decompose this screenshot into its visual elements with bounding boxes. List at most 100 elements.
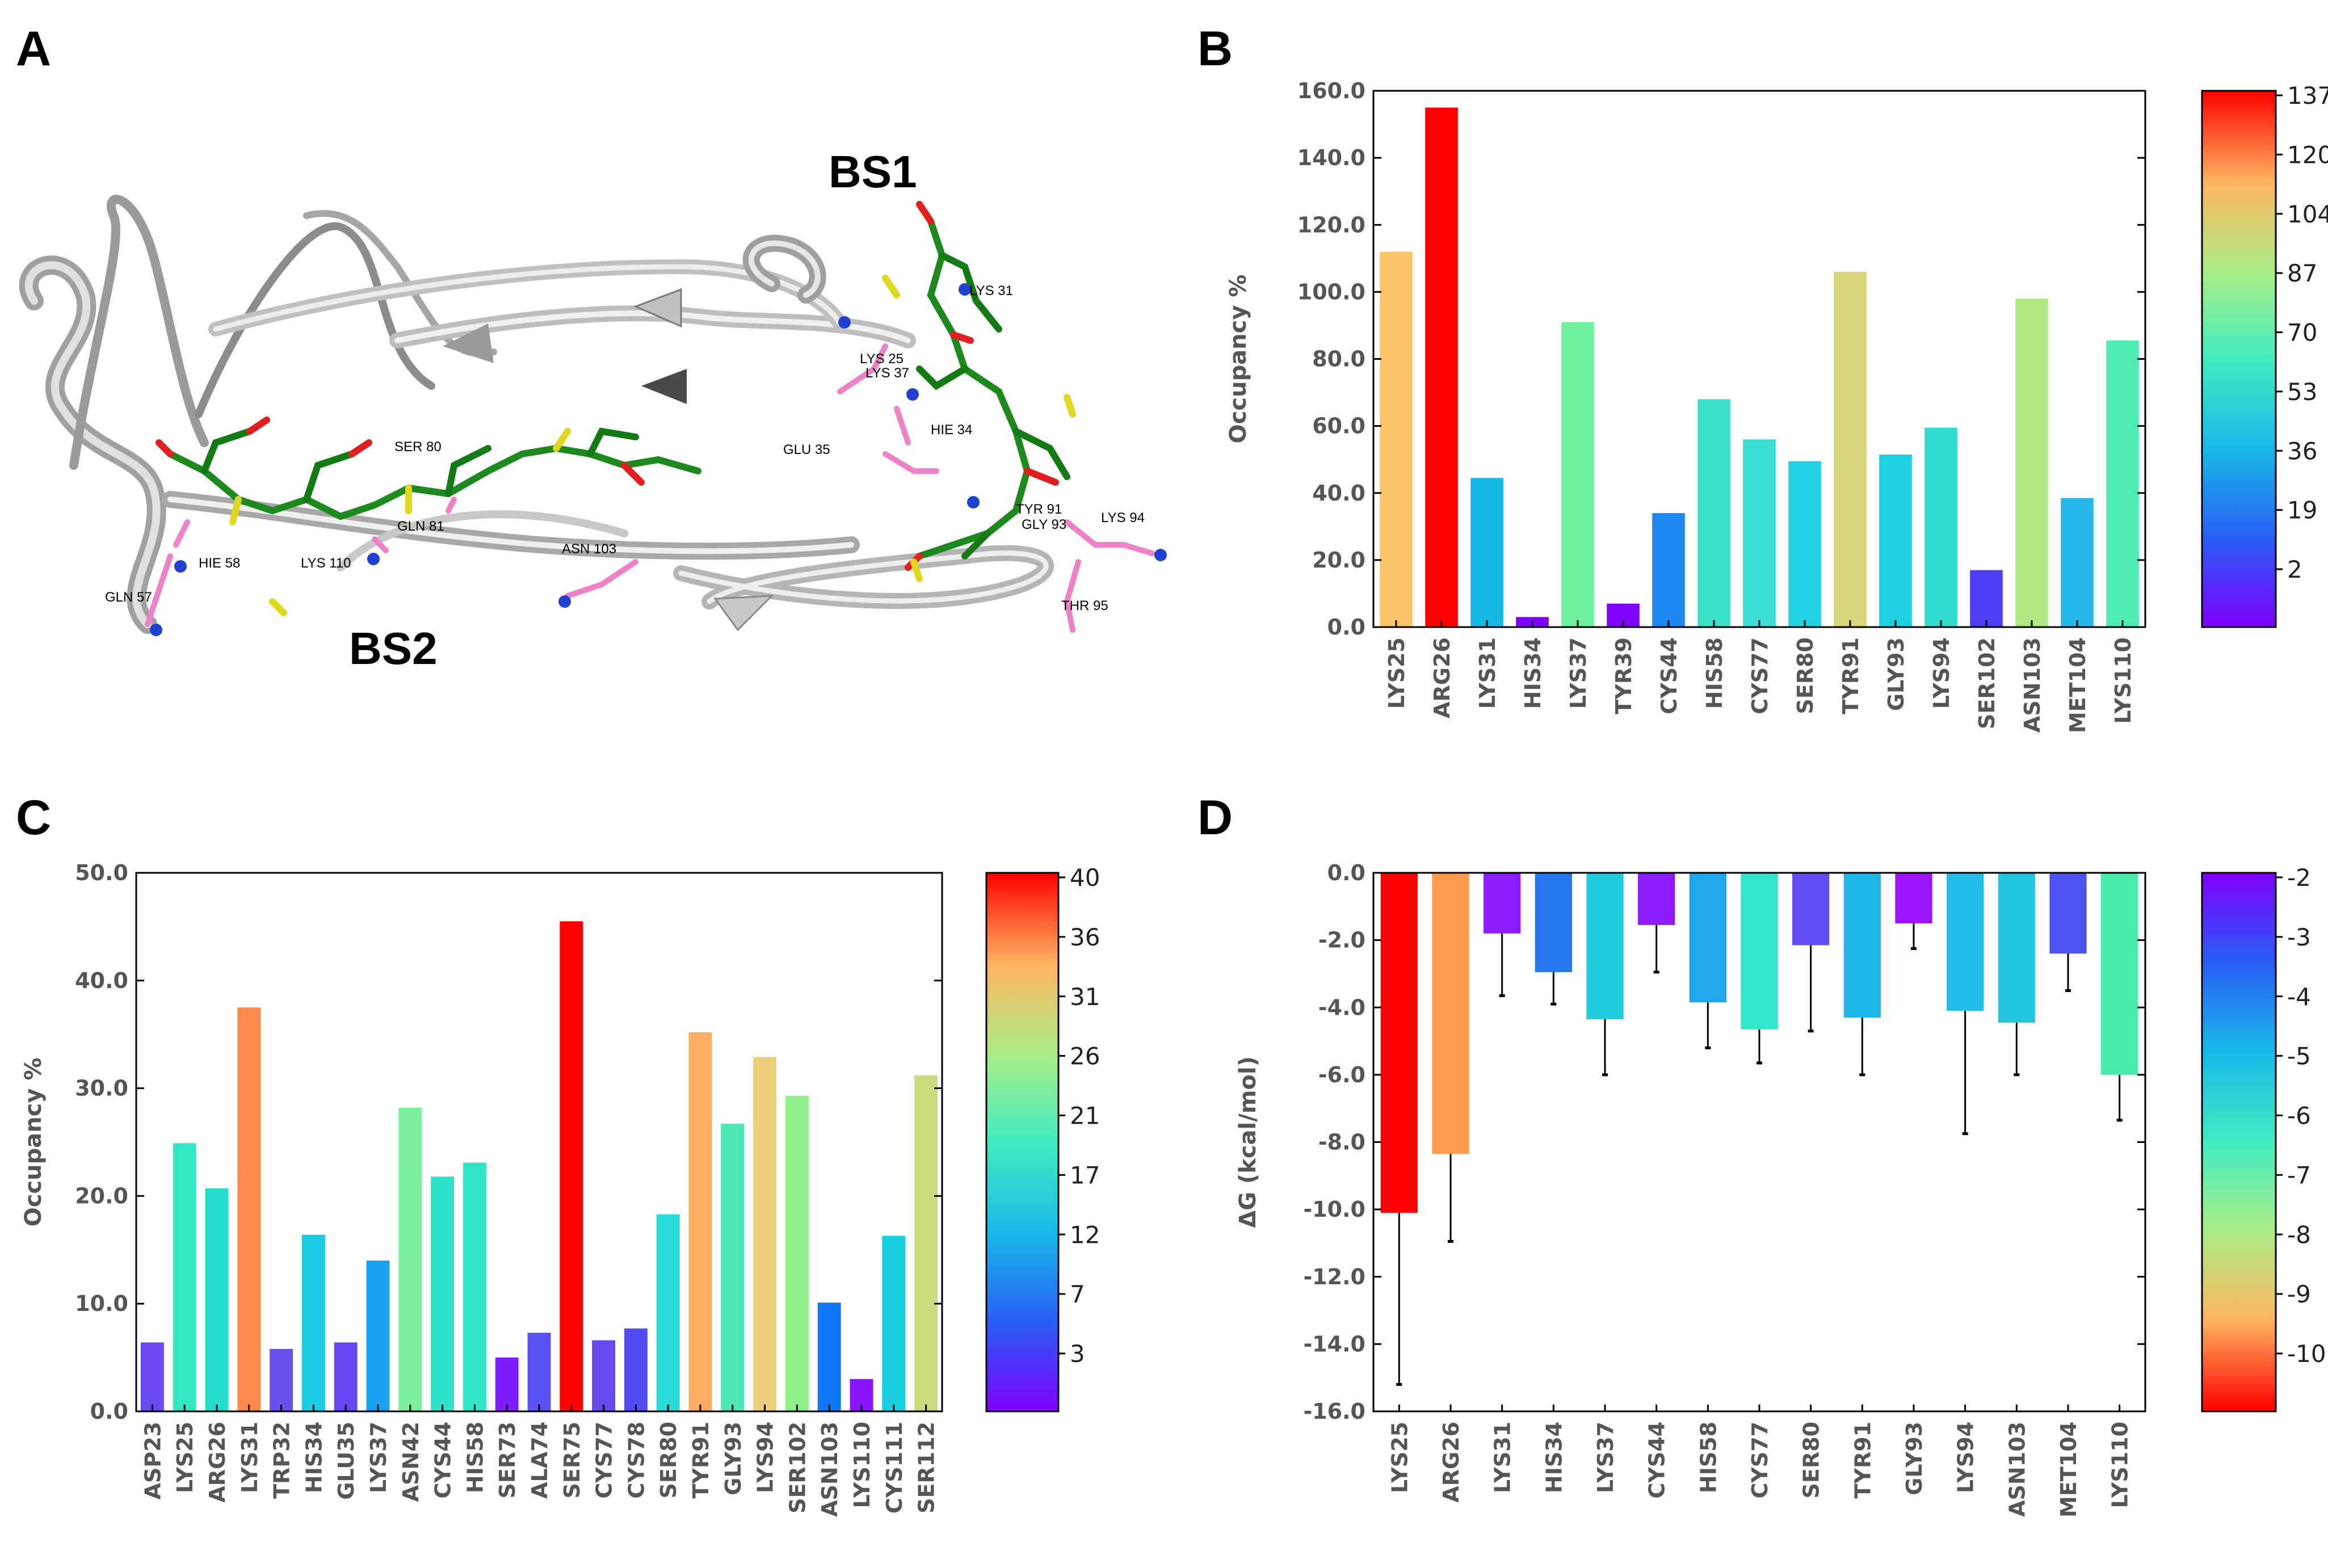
colorbar-tick-label: 26 — [1070, 1042, 1100, 1070]
x-tick-label: ALA74 — [527, 1422, 552, 1499]
colorbar-tick-label: 3 — [1070, 1340, 1085, 1368]
x-tick-label: SER80 — [656, 1422, 681, 1498]
residue-label-lys110: LYS 110 — [301, 556, 351, 571]
residue-label-tyr91: TYR 91 — [1016, 502, 1062, 517]
x-tick-label: LYS94 — [1953, 1422, 1978, 1493]
colorbar-tick-label: 40 — [1070, 864, 1100, 892]
bar-gly93 — [721, 1124, 745, 1411]
x-tick-label: ARG26 — [1439, 1422, 1464, 1503]
x-tick-label: LYS37 — [366, 1422, 391, 1493]
bar-arg26 — [205, 1188, 229, 1411]
bar-cys77 — [592, 1340, 616, 1411]
x-tick-label: SER102 — [785, 1422, 810, 1514]
x-tick-label: CYS77 — [1747, 1422, 1772, 1499]
x-tick-label: GLY93 — [1902, 1422, 1927, 1495]
bar-ser112 — [914, 1075, 938, 1411]
residue-sidechains — [145, 343, 1155, 633]
x-tick-label: GLY93 — [721, 1422, 746, 1495]
x-tick-label: LYS31 — [237, 1422, 262, 1493]
x-tick-label: LYS31 — [1490, 1422, 1515, 1493]
bar-his58 — [1689, 873, 1726, 1003]
y-tick-label: 80.0 — [1312, 347, 1365, 372]
residue-label-asn103: ASN 103 — [562, 541, 616, 557]
y-tick-label: 0.0 — [1327, 860, 1365, 885]
y-tick-label: -2.0 — [1318, 928, 1365, 953]
residue-label-hie34: HIE 34 — [931, 422, 972, 438]
x-tick-label: ASN103 — [2005, 1422, 2029, 1517]
bar-met104 — [2049, 873, 2087, 954]
x-tick-label: TYR39 — [1611, 637, 1636, 714]
colorbar-tick-label: -8 — [2287, 1221, 2311, 1248]
colorbar-tick-label: 137 — [2287, 82, 2328, 110]
colorbar-tick-label: -6 — [2287, 1102, 2311, 1130]
panel-letter-b: B — [1197, 22, 1233, 76]
bar-asn42 — [398, 1107, 422, 1411]
y-tick-label: 60.0 — [1312, 414, 1365, 439]
x-tick-label: LYS94 — [753, 1422, 778, 1493]
colorbar-tick-label: 53 — [2287, 378, 2317, 406]
residue-label-gln57: GLN 57 — [105, 590, 152, 605]
y-tick-label: 0.0 — [1327, 615, 1365, 640]
colorbar-tick-label: 21 — [1070, 1102, 1100, 1130]
bar-met104 — [2061, 498, 2094, 627]
y-tick-label: 0.0 — [90, 1399, 128, 1424]
y-tick-label: 100.0 — [1297, 279, 1365, 304]
x-tick-label: TRP32 — [270, 1422, 295, 1499]
y-tick-label: -8.0 — [1318, 1130, 1365, 1155]
colorbar-tick-label: 17 — [1070, 1161, 1100, 1189]
colorbar-tick-label: -5 — [2287, 1042, 2311, 1070]
bar-asn103 — [817, 1302, 841, 1411]
residue-label-ser80: SER 80 — [394, 439, 442, 455]
colorbar-tick-label: 12 — [1070, 1221, 1100, 1248]
nitrogen-atoms — [150, 283, 1167, 636]
y-tick-label: 20.0 — [75, 1183, 128, 1208]
residue-label-thr95: THR 95 — [1061, 598, 1108, 613]
bar-trp32 — [270, 1348, 293, 1411]
bar-gly93 — [1879, 454, 1912, 627]
y-axis-label: ΔG (kcal/mol) — [1235, 1056, 1261, 1228]
x-tick-label: ARG26 — [205, 1422, 230, 1503]
bar-lys110 — [2106, 340, 2139, 627]
x-tick-label: LYS25 — [1387, 1422, 1412, 1493]
bar-cys44 — [1652, 513, 1685, 627]
bar-tyr91 — [1843, 873, 1881, 1018]
x-tick-label: SER112 — [914, 1422, 939, 1514]
colorbar-tick-label: -4 — [2287, 983, 2311, 1011]
colorbar — [2201, 90, 2277, 628]
glycan-ligand-bs1 — [882, 201, 1076, 582]
x-tick-label: LYS110 — [2108, 1422, 2133, 1508]
x-tick-label: TYR91 — [1838, 637, 1863, 714]
panel-letter-c: C — [16, 791, 51, 845]
bar-ser80 — [1792, 873, 1830, 945]
y-tick-label: -4.0 — [1318, 995, 1365, 1020]
x-tick-label: ASN103 — [2020, 637, 2045, 733]
bar-lys37 — [366, 1260, 390, 1411]
x-tick-label: LYS94 — [1929, 637, 1954, 709]
chart-panel-d: LYS25 ARG26 LYS31 HIS34 LYS37 CYS44 HIS58 CYS77… — [1235, 860, 2326, 1517]
bar-ser102 — [1970, 570, 2003, 627]
x-tick-label: MET104 — [2056, 1422, 2081, 1517]
residue-label-lys94: LYS 94 — [1101, 510, 1145, 526]
bar-ser102 — [785, 1095, 809, 1411]
colorbar-tick-label: 31 — [1070, 983, 1100, 1011]
panel-letter-d: D — [1197, 791, 1233, 845]
x-tick-label: HIS58 — [463, 1422, 488, 1493]
x-tick-label: CYS77 — [1747, 637, 1772, 714]
bar-lys37 — [1561, 322, 1594, 627]
bar-cys111 — [882, 1235, 906, 1411]
colorbar — [985, 872, 1060, 1413]
x-tick-label: CYS77 — [592, 1422, 617, 1499]
y-tick-label: 140.0 — [1297, 145, 1365, 170]
x-tick-label: CYS44 — [1657, 637, 1682, 714]
bar-cys77 — [1741, 873, 1778, 1029]
y-tick-label: 20.0 — [1312, 548, 1365, 573]
chart-panel-c: ASP23 LYS25 ARG26 LYS31 TRP32 HIS34 GLU35 LYS37… — [20, 860, 1100, 1517]
bar-lys110 — [2101, 873, 2138, 1075]
x-tick-label: TYR91 — [688, 1422, 713, 1499]
bar-lys31 — [237, 1007, 261, 1411]
bar-lys25 — [1380, 251, 1413, 627]
bar-cys44 — [1638, 873, 1675, 925]
colorbar-tick-label: 2 — [2287, 556, 2302, 583]
bar-lys94 — [1924, 427, 1957, 627]
colorbar-tick-label: -2 — [2287, 864, 2311, 892]
